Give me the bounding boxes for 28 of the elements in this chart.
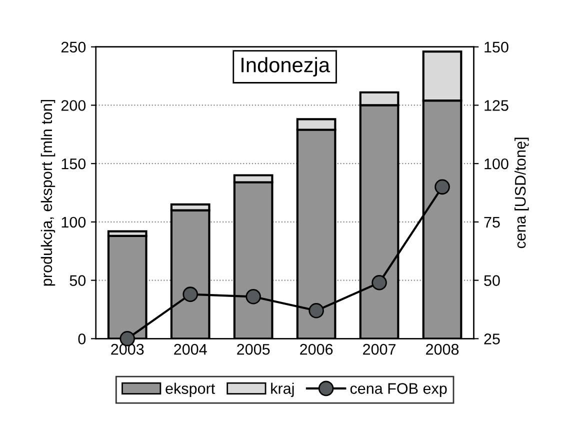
y-tick-label: 0: [78, 334, 86, 344]
y-tick-label: 150: [62, 158, 86, 170]
y2-tick-label: 75: [484, 216, 500, 228]
legend-label: cena FOB exp: [350, 383, 447, 397]
x-tick-label: 2007: [363, 344, 396, 355]
point: [372, 275, 387, 290]
y-axis-title: produkcja, eksport [mln ton]: [40, 100, 56, 286]
point: [246, 289, 261, 304]
point: [308, 303, 324, 318]
y-tick-label: 250: [61, 42, 86, 53]
y2-tick-label: 50: [484, 275, 500, 286]
point: [434, 179, 450, 195]
chart-title: Indonezja: [242, 57, 330, 76]
y2-tick-label: 25: [484, 334, 500, 344]
x-tick-label: 2006: [300, 344, 333, 355]
x-tick-label: 2004: [174, 344, 207, 355]
y-tick-label: 200: [61, 100, 86, 111]
legend-label: kraj: [271, 382, 294, 397]
y2-tick-label: 100: [484, 158, 508, 170]
y2-tick-label: 125: [484, 100, 508, 111]
y-tick-label: 100: [62, 216, 86, 228]
x-tick-label: 2005: [237, 344, 270, 355]
x-tick-label: 2008: [426, 344, 459, 355]
y2-axis-title: cena [USD/tonę]: [514, 138, 529, 248]
y2-tick-label: 150: [484, 42, 508, 53]
point: [182, 286, 198, 302]
y-tick-label: 50: [70, 275, 86, 286]
legend-label: eksport: [166, 382, 216, 397]
